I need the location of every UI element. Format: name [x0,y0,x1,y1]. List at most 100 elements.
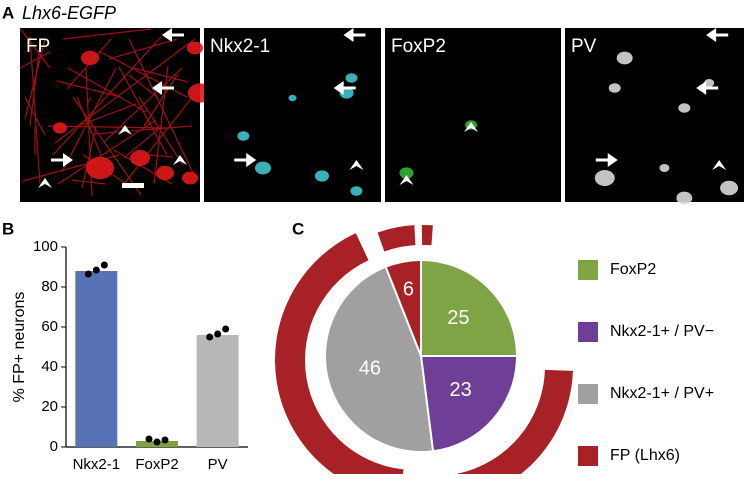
data-point [84,270,92,278]
arrowhead [333,81,344,95]
outer-ring [421,225,433,246]
cell [704,79,715,87]
fiber [67,67,147,113]
fiber [103,67,183,143]
data-point [222,325,230,333]
cell [86,156,114,180]
fiber [128,38,194,174]
fiber [56,80,122,98]
cell [678,103,691,113]
image [565,28,744,202]
image-label: PV [571,36,597,57]
legend-swatch [578,260,598,280]
y-tick-label: 40 [41,358,58,375]
cell [608,83,621,93]
fiber [81,125,97,189]
panel-label: A [2,3,14,22]
image [204,28,381,202]
x-tick-label: PV [208,456,228,473]
bar [75,271,118,447]
y-axis-label: % FP+ neurons [11,292,28,403]
fiber [123,125,163,159]
fiber [108,38,178,60]
legend-swatch [578,384,598,404]
cell [720,180,739,196]
fiber [52,36,162,156]
bar [196,335,239,447]
data-point [161,436,169,444]
arrowhead [712,160,727,170]
slice-label: 6 [403,278,414,300]
arrowhead [246,153,257,167]
cell [255,161,271,175]
cell [156,165,174,181]
slice-label: 46 [359,357,381,379]
panel-label: B [2,219,14,238]
fiber [62,28,152,40]
legend-swatch [578,446,598,466]
fiber [24,96,46,136]
y-tick-label: 100 [33,238,58,255]
legend-label: FoxP2 [610,261,656,278]
cell [594,170,615,186]
y-tick-label: 60 [41,318,58,335]
legend-label: FP (Lhx6) [610,447,680,464]
legend-label: Nkx2-1+ / PV− [610,323,714,340]
outer-ring [457,369,573,479]
y-tick-label: 20 [41,398,58,415]
arrowhead [399,175,414,185]
panel-label: C [292,219,304,238]
arrowhead [38,178,52,188]
scale-bar [122,183,144,188]
fiber [54,38,196,144]
fiber [133,67,189,83]
data-point [100,261,108,269]
fiber [19,51,51,69]
arrowhead [152,81,162,95]
fiber [19,27,51,69]
cell [399,167,414,179]
fiber [138,96,184,166]
x-tick-label: FoxP2 [135,456,178,473]
cell [53,122,67,134]
cell [130,150,150,166]
data-point [214,330,222,338]
data-point [153,438,161,446]
pie-slice [419,355,519,453]
outer-ring [275,233,404,479]
fiber [148,154,174,158]
arrowhead [696,81,707,95]
cell [616,51,633,65]
arrowhead [464,122,479,132]
slice-label: 23 [449,379,471,401]
cell [81,50,99,66]
image-label: FP [26,36,50,57]
image [385,28,561,202]
arrowhead [63,153,73,167]
fiber [24,38,46,120]
fiber [143,73,179,127]
fiber [29,35,41,185]
fiber [57,119,157,185]
cell [237,131,250,141]
fiber [47,125,167,129]
arrowhead [162,28,172,42]
fiber [71,179,107,185]
image-label: FoxP2 [391,36,446,57]
cell [345,73,358,83]
data-point [206,333,214,341]
image-label: Nkx2-1 [210,36,270,57]
slice-label: 25 [447,307,469,329]
x-tick-label: Nkx2-1 [73,456,121,473]
fiber [123,89,199,185]
arrowhead [706,28,717,42]
cell [288,94,297,102]
fiber [93,125,193,135]
cell [350,186,363,196]
cell [187,41,203,55]
cell [659,164,670,172]
legend-swatch [578,322,598,342]
arrowhead [607,153,618,167]
arrowhead [118,125,132,135]
